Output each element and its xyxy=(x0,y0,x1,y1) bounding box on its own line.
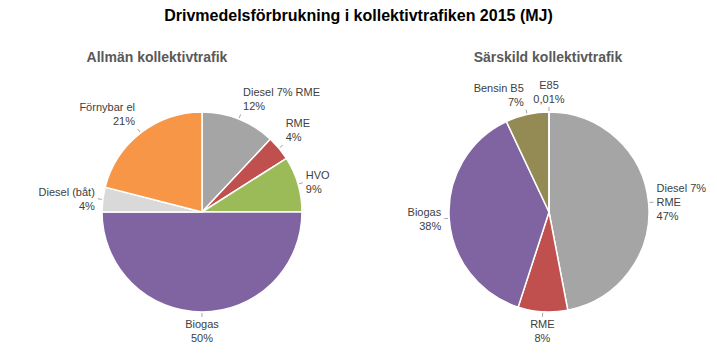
leader-line xyxy=(280,145,283,148)
slice-label: E85 xyxy=(539,79,559,91)
slice-label: RME xyxy=(530,318,554,330)
data-label: 4% xyxy=(79,200,95,212)
slice-label: Diesel 7% RME xyxy=(243,86,320,98)
pie-chart: Särskild kollektivtrafik Diesel 7%RME 47% R… xyxy=(408,49,707,344)
data-label: 38% xyxy=(419,220,441,232)
pie-slice xyxy=(102,212,302,312)
data-label: 4% xyxy=(286,131,302,143)
leader-line xyxy=(299,183,303,184)
slice-label: Diesel 7%RME xyxy=(657,182,707,208)
data-label: 21% xyxy=(113,115,135,127)
data-label: 50% xyxy=(191,332,213,344)
leader-line xyxy=(542,313,543,317)
chart-title: Särskild kollektivtrafik xyxy=(474,49,623,65)
pie-slice xyxy=(549,112,649,310)
leader-line xyxy=(98,198,102,200)
data-label: 47% xyxy=(657,210,679,222)
leader-line xyxy=(239,114,240,118)
data-label: 0,01% xyxy=(533,93,564,105)
slice-label: Förnybar el xyxy=(79,101,135,113)
data-label: 9% xyxy=(306,183,322,195)
slice-label: Bensin B5 xyxy=(474,82,524,94)
leader-line xyxy=(444,218,448,219)
pie-slice xyxy=(506,112,549,212)
pie-slice xyxy=(202,158,302,212)
slices xyxy=(102,112,302,312)
slices xyxy=(449,112,649,312)
pie-chart: Allmän kollektivtrafik Diesel 7% RME 12% RM… xyxy=(39,49,330,344)
chart-canvas: Drivmedelsförbrukning i kollektivtrafike… xyxy=(0,0,717,363)
labels: Diesel 7% RME 12% RME 4% HVO 9% Biogas 50% Diese… xyxy=(39,86,330,344)
leader-line xyxy=(202,313,203,317)
slice-label: RME xyxy=(286,117,310,129)
leader-line xyxy=(650,202,654,203)
slice-label: Biogas xyxy=(185,318,219,330)
data-label: 12% xyxy=(243,100,265,112)
data-label: 7% xyxy=(508,96,524,108)
pie-slice xyxy=(105,112,202,212)
leader-line xyxy=(138,129,140,132)
leader-line xyxy=(526,110,528,114)
main-title: Drivmedelsförbrukning i kollektivtrafike… xyxy=(164,7,553,24)
leader-line xyxy=(548,107,549,111)
chart-title: Allmän kollektivtrafik xyxy=(87,49,228,65)
pie-slice xyxy=(548,112,550,212)
slice-label: HVO xyxy=(306,169,330,181)
labels: Diesel 7%RME 47% RME 8% Biogas 38% Bensin B5 7%… xyxy=(408,79,707,344)
data-label: 8% xyxy=(534,332,550,344)
slice-label: Diesel (båt) xyxy=(39,186,95,198)
slice-label: Biogas xyxy=(408,206,442,218)
